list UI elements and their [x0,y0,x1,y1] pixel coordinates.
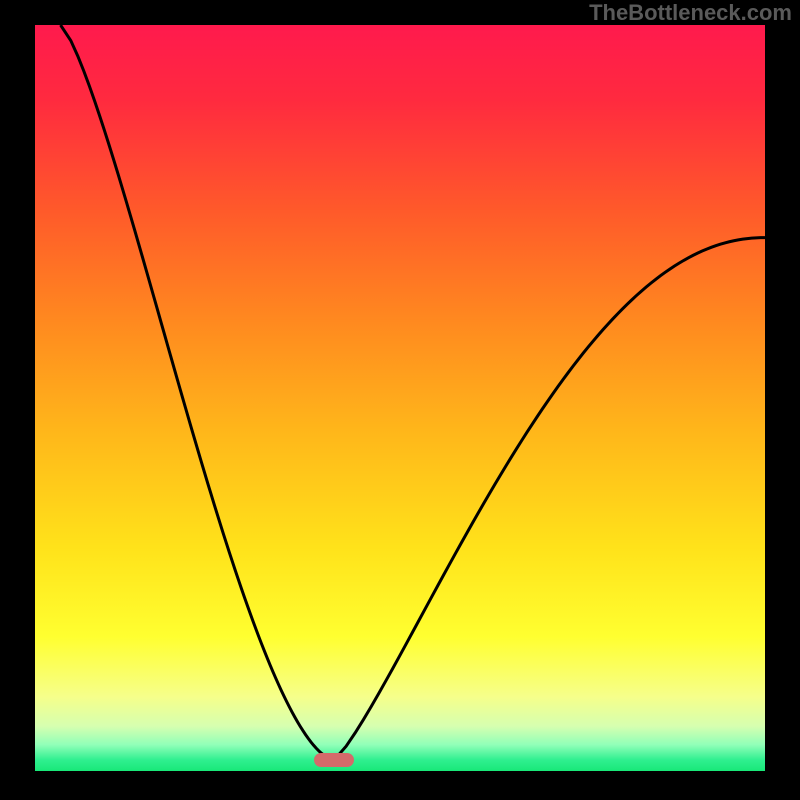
plot-area [35,25,765,771]
optimal-marker [314,753,354,767]
chart-root: TheBottleneck.com [0,0,800,800]
watermark: TheBottleneck.com [589,0,792,26]
bottleneck-curve [35,25,765,771]
